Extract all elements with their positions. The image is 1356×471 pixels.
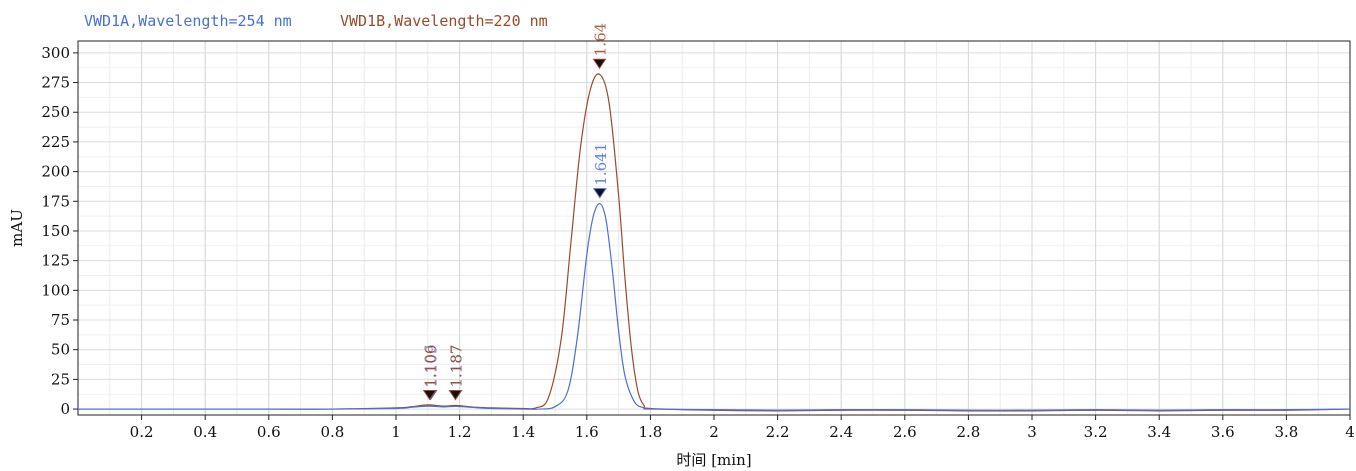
x-axis-title: 时间 [min] [676,451,751,469]
x-tick-label: 1.6 [575,423,599,441]
x-tick-label: 2 [709,423,719,441]
series-group [78,73,1351,412]
y-tick-label: 300 [41,44,70,62]
x-axis-ticks: 0.2 0.4 0.6 0.8 1 1.2 1.4 1.6 1.8 2 2.2 2.4 2.6 2.8 3 3… [130,415,1355,441]
x-tick-label: 4 [1345,423,1355,441]
x-tick-label: 0.2 [130,423,154,441]
peak-label: 1.106 [422,345,440,388]
y-tick-label: 25 [51,370,70,388]
x-tick-label: 2.6 [893,423,917,441]
peak-marker [422,390,437,401]
x-tick-label: 2.8 [956,423,980,441]
x-tick-label: 1.4 [511,423,535,441]
y-tick-label: 100 [41,281,70,299]
y-tick-label: 175 [41,192,70,210]
x-tick-label: 0.6 [257,423,281,441]
y-tick-label: 200 [41,163,70,181]
y-tick-label: 250 [41,103,70,121]
x-tick-label: 1.2 [448,423,472,441]
x-tick-label: 1.8 [638,423,662,441]
series-line-254nm [78,203,1351,411]
peak-marker [592,188,607,199]
peak-label: 1.641 [592,143,610,186]
y-tick-label: 275 [41,74,70,92]
x-tick-label: 3.8 [1274,423,1298,441]
peak-marker [592,58,607,70]
x-tick-label: 3 [1027,423,1037,441]
peak-label: 1.109 [423,345,441,388]
y-tick-label: 0 [60,400,70,418]
y-tick-label: 125 [41,252,70,270]
x-tick-label: 3.4 [1147,423,1171,441]
legend-entry-220nm: VWD1B,Wavelength=220 nm [340,12,548,30]
x-tick-label: 1 [391,423,401,441]
x-tick-label: 0.8 [320,423,344,441]
series-line-220nm [78,73,1351,412]
peak-label: 1.187 [447,345,465,388]
peak-label: 1.64 [592,23,610,56]
y-axis-ticks: 0 25 50 75 100 125 150 175 200 225 250 275 300 [41,44,78,418]
x-tick-label: 2.2 [766,423,790,441]
y-axis-title: mAU [8,209,26,247]
peak-marker [448,390,463,401]
y-tick-label: 150 [41,222,70,240]
y-tick-label: 50 [51,341,70,359]
x-tick-label: 2.4 [829,423,853,441]
peak-label: 1.187 [447,345,465,388]
x-tick-label: 3.2 [1084,423,1108,441]
y-tick-label: 225 [41,133,70,151]
x-tick-label: 3.6 [1211,423,1235,441]
legend-entry-254nm: VWD1A,Wavelength=254 nm [84,12,292,30]
grid [78,41,1351,415]
y-tick-label: 75 [51,311,70,329]
x-tick-label: 0.4 [193,423,217,441]
